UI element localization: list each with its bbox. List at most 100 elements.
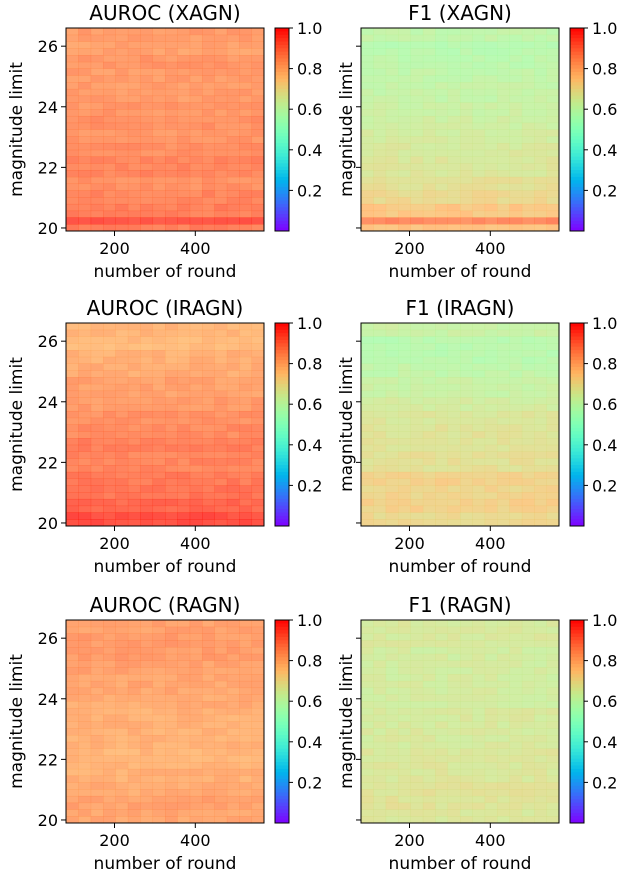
colorbar-segment	[275, 176, 289, 181]
colorbar-segment	[275, 82, 289, 87]
colorbar-segment	[570, 55, 584, 59]
heatmap-cell	[165, 203, 178, 212]
heatmap-cell	[373, 741, 387, 749]
heatmap-cell	[373, 224, 387, 232]
heatmap-cell	[251, 687, 265, 695]
heatmap-cell	[202, 492, 215, 500]
heatmap-cell	[422, 55, 436, 63]
colorbar-tick-label: 0.4	[592, 436, 617, 455]
heatmap-cell	[140, 680, 154, 689]
y-tick-label: 22	[38, 453, 58, 472]
heatmap-cell	[460, 626, 473, 634]
heatmap-cell	[521, 356, 535, 364]
heatmap-cell	[152, 789, 166, 797]
heatmap-cell	[239, 674, 253, 682]
heatmap-cell	[534, 68, 548, 76]
heatmap-cell	[239, 224, 253, 232]
heatmap-cell	[239, 122, 253, 130]
heatmap-cell	[127, 768, 141, 777]
heatmap-cell	[103, 485, 116, 493]
heatmap-cell	[226, 143, 240, 151]
heatmap-cell	[410, 680, 424, 689]
heatmap-cell	[410, 356, 424, 364]
heatmap-cell	[202, 451, 215, 459]
heatmap-cell	[115, 143, 129, 151]
colorbar-segment	[275, 31, 289, 36]
heatmap-cell	[90, 748, 104, 756]
heatmap-cell	[66, 82, 79, 90]
heatmap-cell	[398, 28, 411, 36]
plot-frame	[360, 322, 560, 527]
heatmap-cell	[484, 633, 498, 641]
heatmap-cell	[78, 451, 92, 459]
heatmap-cell	[422, 197, 436, 205]
heatmap-cell	[435, 775, 449, 783]
heatmap-cell	[447, 735, 461, 743]
heatmap-cell	[115, 721, 129, 729]
heatmap-cell	[422, 343, 436, 351]
heatmap-cell	[66, 485, 79, 493]
heatmap-cell	[90, 444, 104, 452]
heatmap-cell	[361, 653, 374, 661]
heatmap-cell	[435, 329, 449, 337]
heatmap-cell	[202, 674, 215, 682]
heatmap-cell	[373, 404, 387, 412]
heatmap-cell	[251, 61, 265, 69]
heatmap-cell	[239, 61, 253, 69]
heatmap-cell	[90, 143, 104, 151]
heatmap-cell	[152, 721, 166, 729]
heatmap-cell	[115, 136, 129, 144]
heatmap-cell	[435, 667, 449, 675]
heatmap-cell	[534, 410, 548, 419]
heatmap-cell	[202, 82, 215, 90]
heatmap-cell	[202, 660, 215, 668]
heatmap-cell	[385, 183, 399, 191]
heatmap-cell	[152, 397, 166, 405]
heatmap-cell	[202, 748, 215, 756]
heatmap-cell	[472, 762, 486, 770]
heatmap-cell	[472, 377, 486, 385]
heatmap-cell	[472, 647, 486, 655]
colorbar-segment	[570, 333, 584, 338]
heatmap-cell	[189, 660, 203, 668]
heatmap-cell	[202, 728, 215, 736]
heatmap-cell	[472, 492, 486, 500]
colorbar-segment	[275, 768, 289, 773]
heatmap-cell	[140, 363, 154, 371]
heatmap-cell	[484, 343, 498, 351]
colorbar-segment	[570, 400, 584, 405]
colorbar-segment	[275, 643, 289, 648]
heatmap-cell	[373, 190, 387, 198]
heatmap-cell	[140, 417, 154, 425]
heatmap-cell	[484, 417, 498, 425]
heatmap-cell	[422, 701, 436, 709]
colorbar-segment	[275, 636, 289, 641]
heatmap-cell	[127, 343, 141, 351]
heatmap-cell	[361, 741, 374, 749]
heatmap-cell	[422, 370, 436, 378]
heatmap-cell	[398, 620, 411, 628]
heatmap-cell	[521, 707, 535, 716]
heatmap-cell	[546, 444, 560, 452]
heatmap-cell	[251, 721, 265, 729]
heatmap-cell	[497, 762, 510, 770]
heatmap-cell	[385, 323, 399, 331]
colorbar-segment	[570, 75, 584, 80]
heatmap-cell	[115, 640, 129, 648]
heatmap-cell	[103, 687, 116, 695]
colorbar-segment	[570, 448, 584, 453]
heatmap-cell	[103, 519, 116, 527]
heatmap-cell	[422, 451, 436, 459]
y-axis-label: magnitude limit	[7, 654, 27, 789]
heatmap-cell	[66, 424, 79, 432]
heatmap-cell	[484, 397, 498, 405]
heatmap-cell	[509, 102, 523, 110]
heatmap-cell	[189, 762, 203, 770]
heatmap-cell	[398, 323, 411, 331]
heatmap-cell	[152, 129, 166, 137]
colorbar-segment	[275, 85, 289, 90]
heatmap-cell	[189, 129, 203, 137]
heatmap-cell	[472, 176, 486, 185]
heatmap-cell	[152, 809, 166, 817]
